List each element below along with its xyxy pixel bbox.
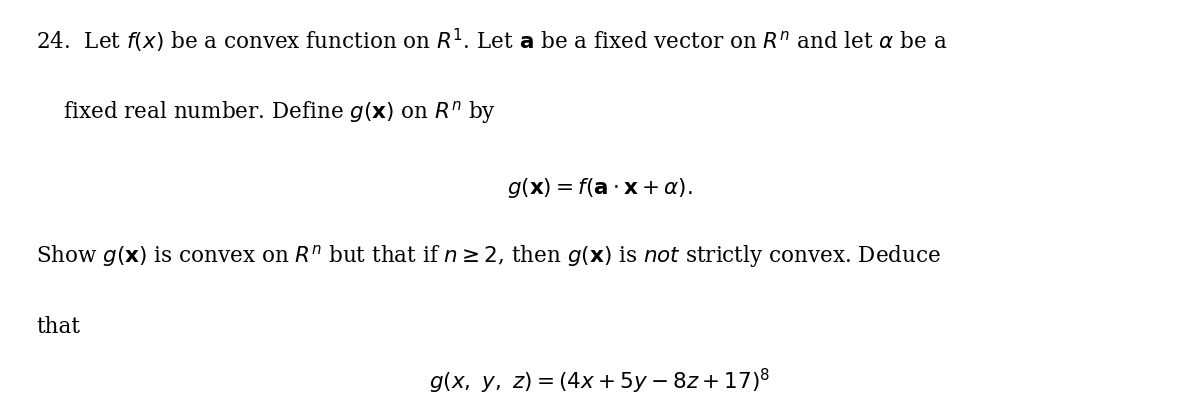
Text: Show $g(\mathbf{x})$ is convex on $R^n$ but that if $n \geq 2$, then $g(\mathbf{: Show $g(\mathbf{x})$ is convex on $R^n$ … <box>36 243 941 270</box>
Text: 24.  Let $f(x)$ be a convex function on $R^1$. Let $\mathbf{a}$ be a fixed vecto: 24. Let $f(x)$ be a convex function on $… <box>36 26 947 55</box>
Text: $g(x,\ y,\ z) = (4x + 5y - 8z + 17)^8$: $g(x,\ y,\ z) = (4x + 5y - 8z + 17)^8$ <box>430 367 770 396</box>
Text: $g(\mathbf{x}) = f(\mathbf{a} \cdot \mathbf{x} + \alpha).$: $g(\mathbf{x}) = f(\mathbf{a} \cdot \mat… <box>508 176 692 200</box>
Text: fixed real number. Define $g(\mathbf{x})$ on $R^n$ by: fixed real number. Define $g(\mathbf{x})… <box>36 99 496 126</box>
Text: that: that <box>36 316 80 338</box>
